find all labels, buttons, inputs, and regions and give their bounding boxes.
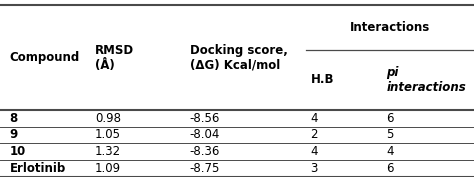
Text: 3: 3: [310, 162, 318, 175]
Text: 8: 8: [9, 112, 18, 125]
Text: 9: 9: [9, 129, 18, 141]
Text: Erlotinib: Erlotinib: [9, 162, 66, 175]
Text: 4: 4: [310, 112, 318, 125]
Text: Docking score,
(ΔG) Kcal/mol: Docking score, (ΔG) Kcal/mol: [190, 44, 287, 72]
Text: 2: 2: [310, 129, 318, 141]
Text: RMSD
(Å): RMSD (Å): [95, 44, 134, 72]
Text: -8.56: -8.56: [190, 112, 220, 125]
Text: H.B: H.B: [310, 73, 334, 86]
Text: 1.09: 1.09: [95, 162, 121, 175]
Text: 1.05: 1.05: [95, 129, 121, 141]
Text: -8.75: -8.75: [190, 162, 220, 175]
Text: 4: 4: [310, 145, 318, 158]
Text: Compound: Compound: [9, 51, 80, 64]
Text: Interactions: Interactions: [350, 21, 430, 34]
Text: -8.36: -8.36: [190, 145, 220, 158]
Text: 1.32: 1.32: [95, 145, 121, 158]
Text: 5: 5: [386, 129, 394, 141]
Text: 10: 10: [9, 145, 26, 158]
Text: 6: 6: [386, 112, 394, 125]
Text: 6: 6: [386, 162, 394, 175]
Text: pi
interactions: pi interactions: [386, 66, 466, 94]
Text: 0.98: 0.98: [95, 112, 121, 125]
Text: -8.04: -8.04: [190, 129, 220, 141]
Text: 4: 4: [386, 145, 394, 158]
